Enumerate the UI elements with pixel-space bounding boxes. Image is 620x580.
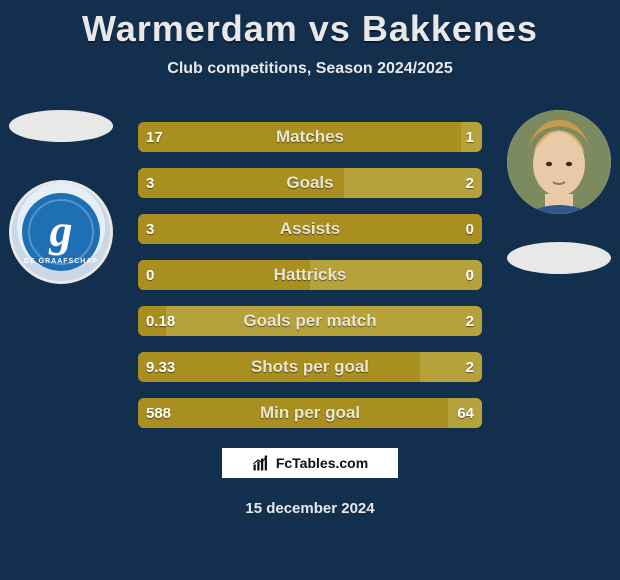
- stats-bars: 171Matches32Goals30Assists00Hattricks0.1…: [138, 122, 482, 444]
- stat-row: 30Assists: [138, 214, 482, 244]
- stat-row: 9.332Shots per goal: [138, 352, 482, 382]
- stat-value-right: 2: [458, 352, 482, 382]
- right-player-column: [504, 110, 614, 274]
- stat-value-left: 3: [138, 214, 162, 244]
- stat-value-left: 17: [138, 122, 171, 152]
- stat-value-left: 3: [138, 168, 162, 198]
- club-letter-icon: g: [50, 204, 73, 257]
- stat-bar-left: [138, 214, 482, 244]
- stat-row: 00Hattricks: [138, 260, 482, 290]
- stat-value-left: 0.18: [138, 306, 183, 336]
- stat-bar-left: [138, 398, 448, 428]
- stat-value-right: 2: [458, 168, 482, 198]
- date-label: 15 december 2024: [0, 500, 620, 517]
- stat-label: Goals per match: [138, 306, 482, 336]
- stat-bar-left: [138, 168, 344, 198]
- left-player-column: g DE GRAAFSCHAP: [6, 110, 116, 284]
- stat-value-right: 2: [458, 306, 482, 336]
- stat-value-left: 0: [138, 260, 162, 290]
- club-name-label: DE GRAAFSCHAP: [24, 258, 98, 265]
- chart-icon: [252, 454, 270, 472]
- stat-value-left: 9.33: [138, 352, 183, 382]
- player1-name-placeholder: [9, 110, 113, 142]
- stat-value-right: 64: [449, 398, 482, 428]
- stat-value-right: 1: [458, 122, 482, 152]
- brand-label: FcTables.com: [276, 455, 368, 471]
- subtitle: Club competitions, Season 2024/2025: [0, 60, 620, 78]
- stat-row: 32Goals: [138, 168, 482, 198]
- player2-photo: [507, 110, 611, 214]
- player1-club-badge: g DE GRAAFSCHAP: [9, 180, 113, 284]
- brand-badge: FcTables.com: [222, 448, 398, 478]
- stat-value-left: 588: [138, 398, 179, 428]
- stat-bar-left: [138, 260, 310, 290]
- player2-name-placeholder: [507, 242, 611, 274]
- stat-value-right: 0: [458, 214, 482, 244]
- stat-row: 171Matches: [138, 122, 482, 152]
- face-icon: [507, 110, 611, 214]
- stat-row: 0.18 2Goals per match: [138, 306, 482, 336]
- stat-value-right: 0: [458, 260, 482, 290]
- stat-row: 58864Min per goal: [138, 398, 482, 428]
- page-title: Warmerdam vs Bakkenes: [0, 0, 620, 50]
- stat-bar-left: [138, 122, 461, 152]
